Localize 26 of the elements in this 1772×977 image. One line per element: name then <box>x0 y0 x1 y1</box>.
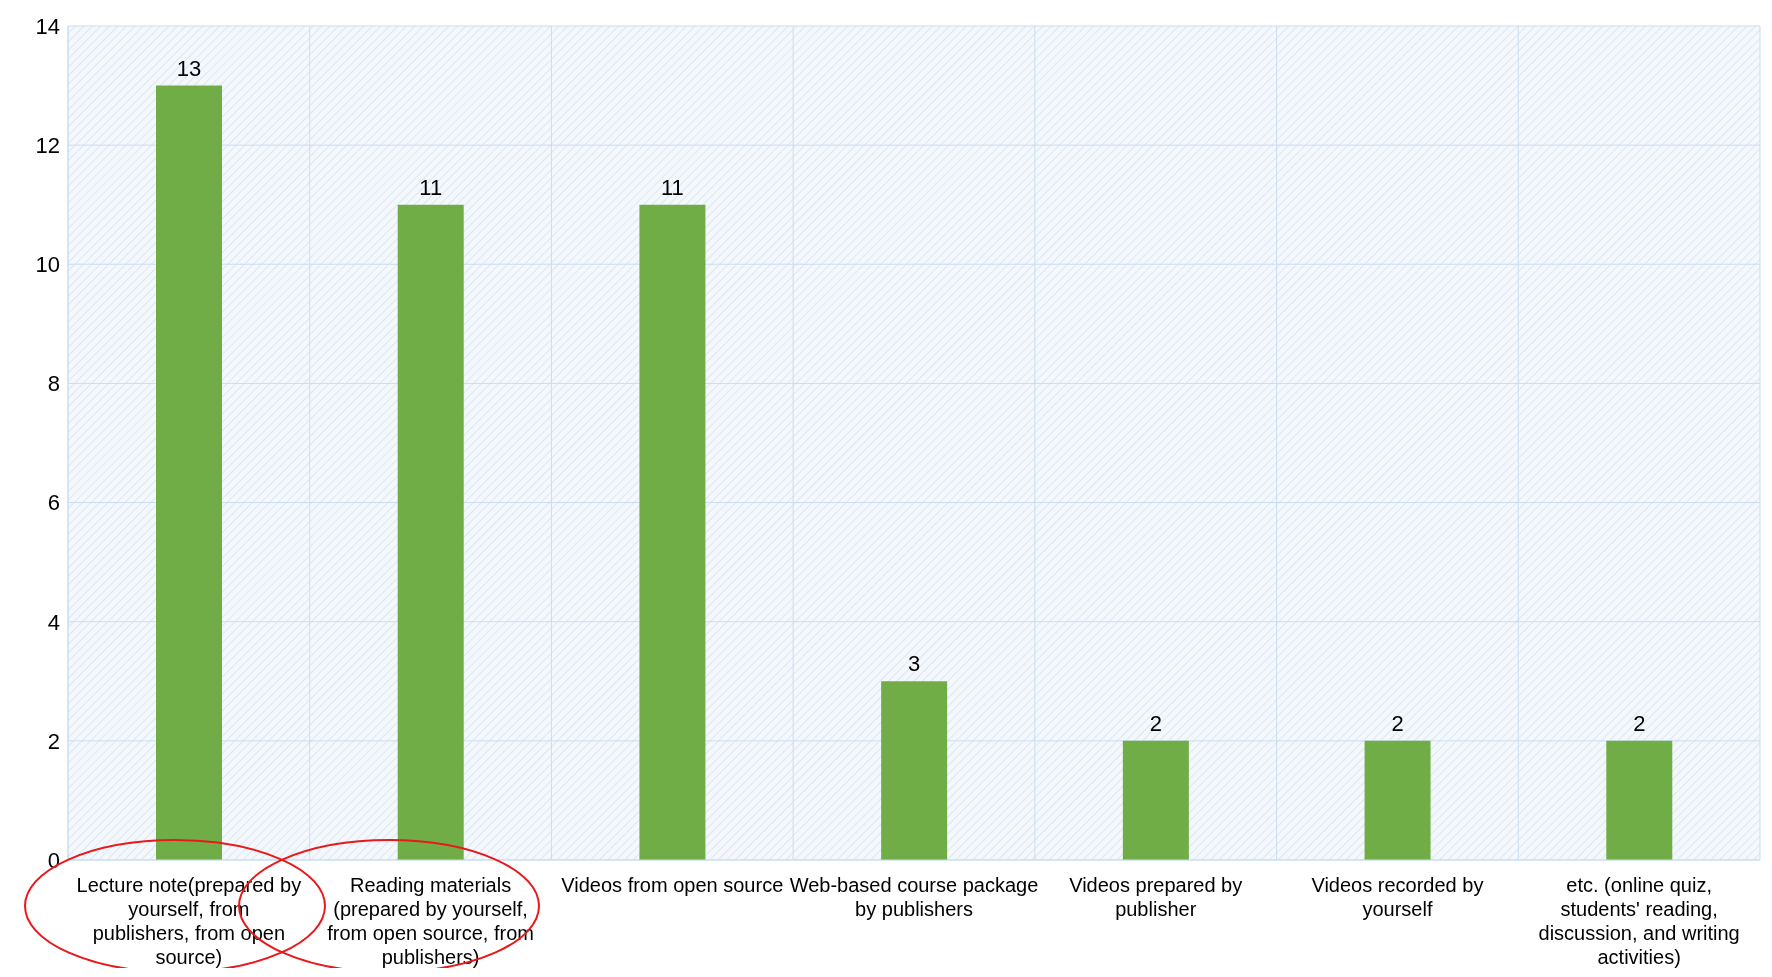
data-label: 2 <box>1633 710 1646 736</box>
data-label: 2 <box>1149 710 1162 736</box>
y-tick-label: 14 <box>35 13 60 39</box>
y-tick-label: 4 <box>47 609 60 635</box>
bar <box>1606 740 1673 860</box>
data-label: 13 <box>176 55 202 81</box>
y-tick-label: 12 <box>35 132 60 158</box>
x-tick-label: Videos prepared by publisher <box>1069 874 1243 920</box>
bar <box>156 85 222 860</box>
x-tick-label: Videos recorded by yourself <box>1311 874 1484 920</box>
x-tick-label: Web-based course package by publishers <box>789 874 1039 920</box>
y-tick-label: 8 <box>47 371 60 397</box>
data-label: 11 <box>661 174 684 200</box>
bar <box>639 204 706 860</box>
data-label: 2 <box>1391 710 1404 736</box>
bar <box>1364 740 1431 860</box>
data-label: 11 <box>419 174 443 200</box>
y-tick-label: 6 <box>47 490 60 516</box>
x-tick-label: etc. (online quiz, students' reading, discussion, and writing activities) <box>1538 874 1740 968</box>
bar <box>881 681 948 860</box>
bar <box>1122 740 1189 860</box>
data-label: 3 <box>908 651 921 677</box>
bar <box>397 204 464 860</box>
y-tick-label: 10 <box>35 252 60 278</box>
x-tick-label: Videos from open source <box>561 874 784 896</box>
y-tick-label: 2 <box>47 728 60 754</box>
